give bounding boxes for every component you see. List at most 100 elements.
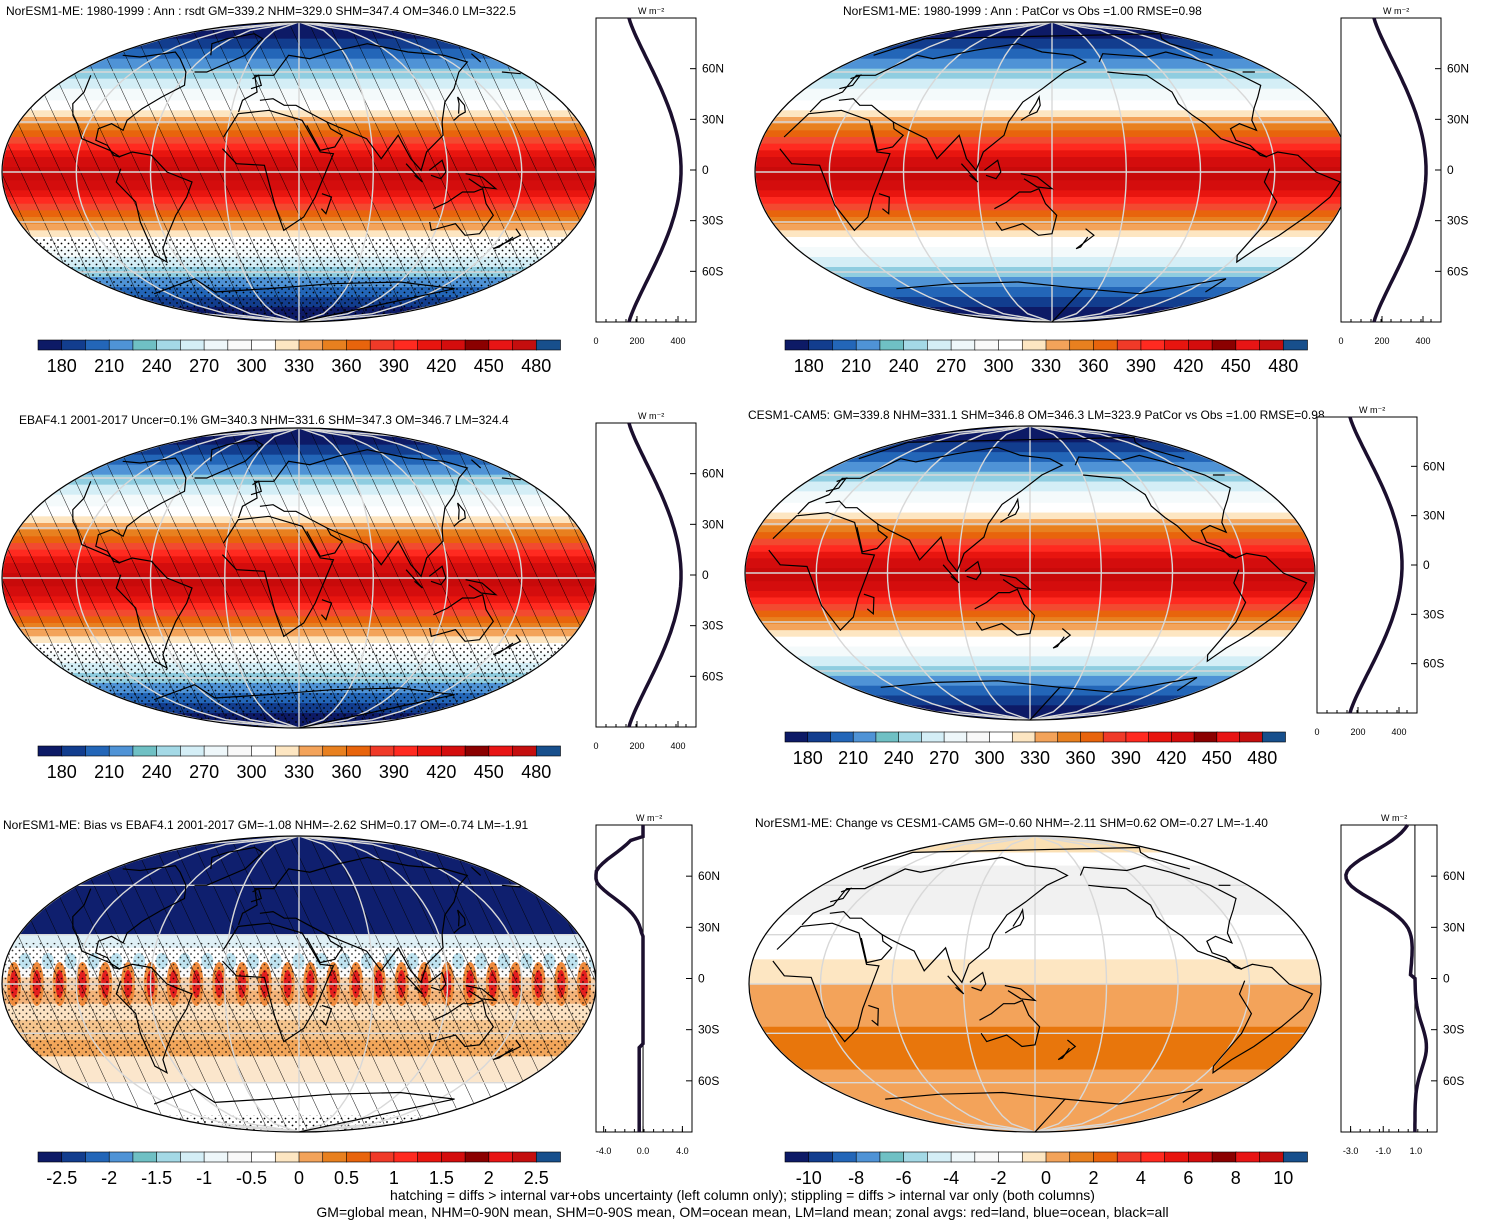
colorbar-label: -2.5	[46, 1168, 77, 1188]
colorbar-bin	[1239, 731, 1264, 743]
colorbar-bin	[298, 745, 324, 757]
colorbar-bin	[512, 339, 538, 351]
x-tick-label: 0	[593, 336, 598, 346]
panel-4: CESM1-CAM5: GM=339.8 NHM=331.1 SHM=346.8…	[744, 405, 1485, 800]
colorbar-bin	[464, 339, 490, 351]
colorbar-bin	[369, 339, 395, 351]
panel-figure: W m⁻² 60N 30N 0 30S 60S 0 200 400 180 210 240 270 300…	[1, 6, 724, 376]
colorbar-label: 300	[237, 762, 267, 782]
colorbar-bin	[879, 339, 905, 351]
colorbar-bin	[1125, 731, 1150, 743]
colorbar-label: 270	[189, 356, 219, 376]
colorbar-bin	[274, 745, 300, 757]
coastline	[984, 159, 1002, 180]
colorbar-bin	[1148, 731, 1173, 743]
x-tick-label: 400	[670, 741, 685, 751]
graticule-line	[75, 428, 300, 728]
colorbar-bin	[1259, 1151, 1285, 1163]
colorbar-bin	[966, 731, 991, 743]
colorbar-label: 210	[841, 356, 871, 376]
colorbar-bin	[322, 339, 348, 351]
coastline	[153, 684, 455, 728]
colorbar-label: 330	[1020, 748, 1050, 768]
graticule-line	[298, 22, 375, 322]
colorbar-bin	[1282, 339, 1308, 351]
lat-label: 0	[698, 972, 705, 986]
colorbar-label: 180	[47, 356, 77, 376]
colorbar-label: 2	[484, 1168, 494, 1188]
colorbar-bin	[132, 745, 158, 757]
colorbar-bin	[203, 1151, 229, 1163]
coastline	[115, 963, 193, 1075]
colorbar-label: 420	[426, 762, 456, 782]
colorbar-bin	[322, 745, 348, 757]
coastline	[994, 187, 1058, 236]
colorbar-bin	[251, 1151, 277, 1163]
coastline	[885, 1088, 1203, 1132]
coastline	[153, 1088, 455, 1132]
colorbar-bin	[832, 1151, 857, 1163]
colorbar-label: -0.5	[236, 1168, 267, 1188]
coastline	[306, 121, 344, 151]
graticule-line	[977, 22, 1053, 322]
coastline	[999, 497, 1020, 523]
panel-title: CESM1-CAM5: GM=339.8 NHM=331.1 SHM=346.8…	[748, 408, 1325, 422]
colorbar-bin	[903, 1151, 929, 1163]
colorbar-bin	[808, 339, 834, 351]
coastline	[860, 934, 893, 964]
colorbar-bin	[85, 1151, 110, 1163]
map-border	[744, 425, 1316, 721]
graticule-line	[1029, 426, 1103, 720]
unit-label: W m⁻²	[638, 6, 664, 16]
coastline	[405, 163, 423, 183]
coastline	[429, 593, 495, 642]
colorbar-bin	[61, 1151, 87, 1163]
coastline	[1236, 151, 1342, 264]
colorbar-bin	[927, 1151, 952, 1163]
colorbar-label: 2.5	[524, 1168, 549, 1188]
coastline	[1098, 51, 1268, 158]
colorbar-bin	[855, 339, 881, 351]
colorbar-bin	[989, 731, 1014, 743]
map-border	[748, 835, 1322, 1133]
lat-label: 60S	[698, 1074, 719, 1088]
coastline	[493, 634, 522, 656]
coastline	[999, 574, 1032, 591]
colorbar-bin	[1021, 1151, 1047, 1163]
lat-label: 30S	[1443, 1023, 1464, 1037]
colorbar-label: 480	[521, 356, 551, 376]
coastline	[974, 588, 1036, 636]
colorbar-bin	[85, 339, 110, 351]
colorbar-bin	[512, 745, 538, 757]
coastline	[947, 975, 965, 995]
graticule-line	[1029, 426, 1174, 720]
colorbar-label: 360	[1078, 356, 1108, 376]
unit-label: W m⁻²	[1359, 405, 1385, 415]
colorbar-bin	[998, 339, 1024, 351]
colorbar-label: 210	[838, 748, 868, 768]
coastline	[153, 278, 455, 322]
colorbar-bin	[1021, 339, 1047, 351]
colorbar-label: 1	[389, 1168, 399, 1188]
coastline	[194, 439, 264, 479]
colorbar-bin	[108, 745, 134, 757]
colorbar-bin	[227, 339, 253, 351]
colorbar-bin	[1069, 339, 1095, 351]
graticule-line	[886, 426, 1031, 720]
coastline	[858, 436, 1225, 476]
coastline	[320, 1004, 333, 1027]
x-tick-label: 0	[593, 741, 598, 751]
colorbar-label: 450	[474, 356, 504, 376]
colorbar-bin	[417, 1151, 443, 1163]
colorbar-bin	[441, 339, 466, 351]
colorbar-bin	[393, 1151, 419, 1163]
coastline	[960, 163, 979, 183]
colorbar-label: 360	[331, 356, 361, 376]
colorbar-bin	[37, 1151, 63, 1163]
coastline	[1020, 94, 1041, 121]
colorbar-bin	[1140, 1151, 1166, 1163]
graticule-line	[819, 836, 1036, 1132]
x-tick-label: -3.0	[1343, 1146, 1359, 1156]
colorbar-bin	[808, 1151, 834, 1163]
colorbar-bin	[417, 745, 443, 757]
